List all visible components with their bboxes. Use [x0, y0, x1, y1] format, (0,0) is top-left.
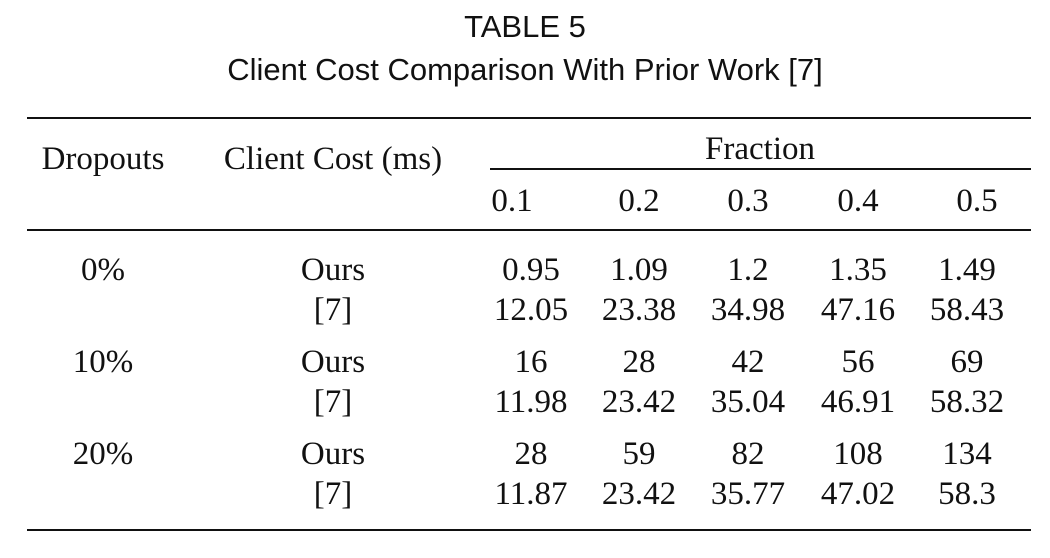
cost-cell: 0.95	[502, 252, 560, 288]
fraction-0-4: 0.4	[837, 183, 879, 219]
cost-cell: 11.87	[494, 476, 568, 512]
method-label: [7]	[313, 476, 353, 512]
fraction-0-2: 0.2	[618, 183, 660, 219]
fraction-0-3: 0.3	[727, 183, 769, 219]
cost-cell: 42	[731, 344, 765, 380]
cost-cell: 1.35	[829, 252, 887, 288]
cost-cell: 28	[514, 436, 548, 472]
method-label: Ours	[300, 252, 366, 288]
cost-cell: 47.16	[820, 292, 896, 328]
header-client-cost: Client Cost (ms)	[223, 141, 443, 177]
cost-cell: 11.98	[494, 384, 568, 420]
fraction-rule	[490, 168, 1031, 170]
cost-cell: 1.09	[610, 252, 668, 288]
header-rule	[27, 229, 1031, 231]
dropout-label: 0%	[81, 252, 125, 288]
dropout-label: 10%	[72, 344, 134, 380]
cost-cell: 23.42	[601, 384, 677, 420]
cost-cell: 28	[622, 344, 656, 380]
fraction-0-1: 0.1	[491, 183, 533, 219]
cost-cell: 1.2	[727, 252, 769, 288]
cost-cell: 1.49	[938, 252, 996, 288]
method-label: [7]	[313, 384, 353, 420]
cost-cell: 82	[731, 436, 765, 472]
table-caption: Client Cost Comparison With Prior Work […	[227, 52, 823, 87]
cost-cell: 47.02	[820, 476, 896, 512]
top-rule	[27, 117, 1031, 119]
fraction-0-5: 0.5	[956, 183, 998, 219]
dropout-label: 20%	[72, 436, 134, 472]
method-label: Ours	[300, 436, 366, 472]
cost-cell: 12.05	[493, 292, 569, 328]
cost-cell: 23.42	[601, 476, 677, 512]
cost-cell: 34.98	[710, 292, 786, 328]
cost-cell: 58.43	[929, 292, 1005, 328]
method-label: Ours	[300, 344, 366, 380]
cost-cell: 58.32	[929, 384, 1005, 420]
cost-cell: 58.3	[938, 476, 996, 512]
cost-cell: 134	[942, 436, 992, 472]
cost-cell: 59	[622, 436, 656, 472]
header-fraction: Fraction	[705, 131, 815, 167]
cost-cell: 46.91	[820, 384, 896, 420]
cost-cell: 35.77	[710, 476, 786, 512]
cost-cell: 108	[833, 436, 883, 472]
cost-cell: 35.04	[710, 384, 786, 420]
cost-cell: 56	[841, 344, 875, 380]
cost-cell: 69	[950, 344, 984, 380]
method-label: [7]	[313, 292, 353, 328]
bottom-rule	[27, 529, 1031, 531]
cost-cell: 16	[514, 344, 548, 380]
table-number: TABLE 5	[464, 9, 586, 44]
cost-cell: 23.38	[601, 292, 677, 328]
header-dropouts: Dropouts	[41, 141, 165, 177]
